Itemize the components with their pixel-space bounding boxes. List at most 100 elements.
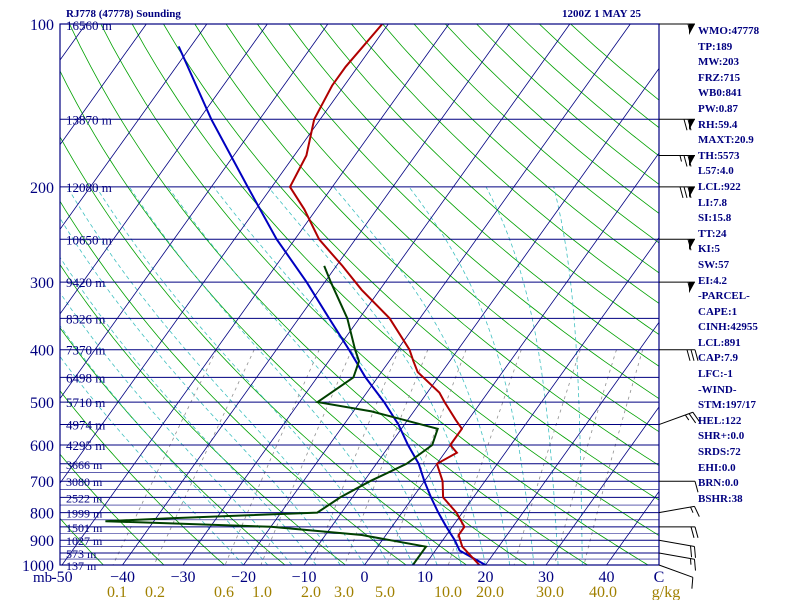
height-label: 9420 m [66,275,105,290]
height-label: 4295 m [66,438,105,453]
height-label: 16560 m [66,18,112,33]
mixing-ratio-label: 0.6 [214,584,234,600]
mixing-ratio-unit: g/kg [652,584,680,600]
barb-full [688,413,697,424]
barb-full [683,119,688,131]
pressure-label: 600 [30,438,54,455]
temperature-unit-label: C [654,569,665,586]
temperature-profile-line [288,24,481,565]
stat-line: EHI:0.0 [698,461,736,474]
height-label: 3080 m [66,475,103,489]
wind-barb [659,118,695,131]
stat-line: -PARCEL- [698,290,750,303]
stat-line: -WIND- [698,383,737,396]
dewpoint-profile-line [105,265,439,565]
barb-shaft [658,539,695,547]
barb-full [687,119,692,131]
stat-line: CAP:7.9 [698,352,739,365]
pressure-label: 1000 [22,558,54,575]
barb-half [687,282,690,289]
height-label: 5710 m [66,395,105,410]
wind-barb [659,154,695,167]
height-label: 1027 m [66,534,103,548]
stat-line: MAXT:20.9 [698,134,754,147]
stat-line: LCL:922 [698,180,741,193]
temperature-tick-label: 30 [538,569,554,586]
wind-barb [658,552,696,571]
temperature-tick-label: 0 [361,569,369,586]
pressure-label: 800 [30,506,54,523]
isotherm [60,24,389,484]
stat-line: LI:7.8 [698,196,728,209]
isotherm [182,24,571,565]
wind-barb [659,23,695,35]
moist-adiabat [60,256,317,565]
pressure-label: 500 [30,395,54,412]
wind-barb [659,526,699,538]
temperature-tick-label: 10 [417,569,433,586]
height-label: 573 m [66,547,97,561]
barb-full [687,155,692,167]
isotherm [303,67,659,565]
barb-full [694,349,699,361]
dry-adiabat [131,24,659,536]
stat-line: WB0:841 [698,87,742,100]
barb-full [690,526,695,538]
barb-shaft [658,411,693,426]
pressure-axis-unit: mb [33,570,52,586]
stat-line: KI:5 [698,243,720,256]
mixing-ratio-label: 30.0 [536,584,564,600]
barb-half [679,155,682,162]
stat-line: LCL:891 [698,336,741,349]
barb-full [683,186,688,198]
mixing-ratio-label: 10.0 [434,584,462,600]
height-label: 7370 m [66,343,105,358]
stat-line: WMO:47778 [698,25,760,37]
temperature-tick-label: 20 [478,569,494,586]
stat-line: BRN:0.0 [698,477,739,490]
moist-adiabat [95,186,390,565]
stability-indices-panel: WMO:47778 TP:189 MW:203 FRZ:715 WB0:841 PW:0.… [698,24,798,507]
mixing-ratio-label: 1.0 [252,584,272,600]
background-grid [60,24,659,565]
mixing-ratio-label: 2.0 [301,584,321,600]
stat-line: L57:4.0 [698,165,734,178]
barb-full [694,506,700,517]
barb-shaft [658,564,693,578]
barb-half [684,414,690,421]
temperature-tick-label: −30 [170,569,195,586]
plot-frame [59,23,660,566]
wind-barb [658,505,700,517]
stat-line: LFC:-1 [698,368,733,381]
isotherm [60,24,147,146]
barb-full [690,349,695,361]
wind-barb [659,480,699,493]
stat-line: TH:5573 [698,149,740,162]
barb-shaft [658,552,695,560]
temperature-tick-label: 40 [599,569,615,586]
barb-half [690,506,694,513]
height-label: 1999 m [66,507,103,521]
barb-full [691,577,694,589]
isotherm [60,24,208,231]
isotherm [122,24,510,565]
stat-line: BSHR:38 [698,492,743,505]
stat-line: TP:189 [698,40,733,53]
pressure-label: 400 [30,343,54,360]
mixing-ratio-label: 5.0 [375,584,395,600]
stat-line: RH:59.4 [698,118,738,131]
height-label: 1501 m [66,521,103,535]
wind-barb [658,411,700,426]
chart-title: RJ778 (47778) Sounding [66,8,181,20]
barb-full [694,481,699,493]
height-label: 13870 m [66,112,112,127]
wind-barb [658,564,694,589]
mixing-ratio-line [112,349,217,565]
wind-barb [659,238,695,251]
isotherm [364,152,659,565]
wind-barb [658,539,696,558]
dry-adiabat [60,70,528,565]
stat-line: CAPE:1 [698,305,738,318]
stat-line: FRZ:715 [698,71,741,84]
